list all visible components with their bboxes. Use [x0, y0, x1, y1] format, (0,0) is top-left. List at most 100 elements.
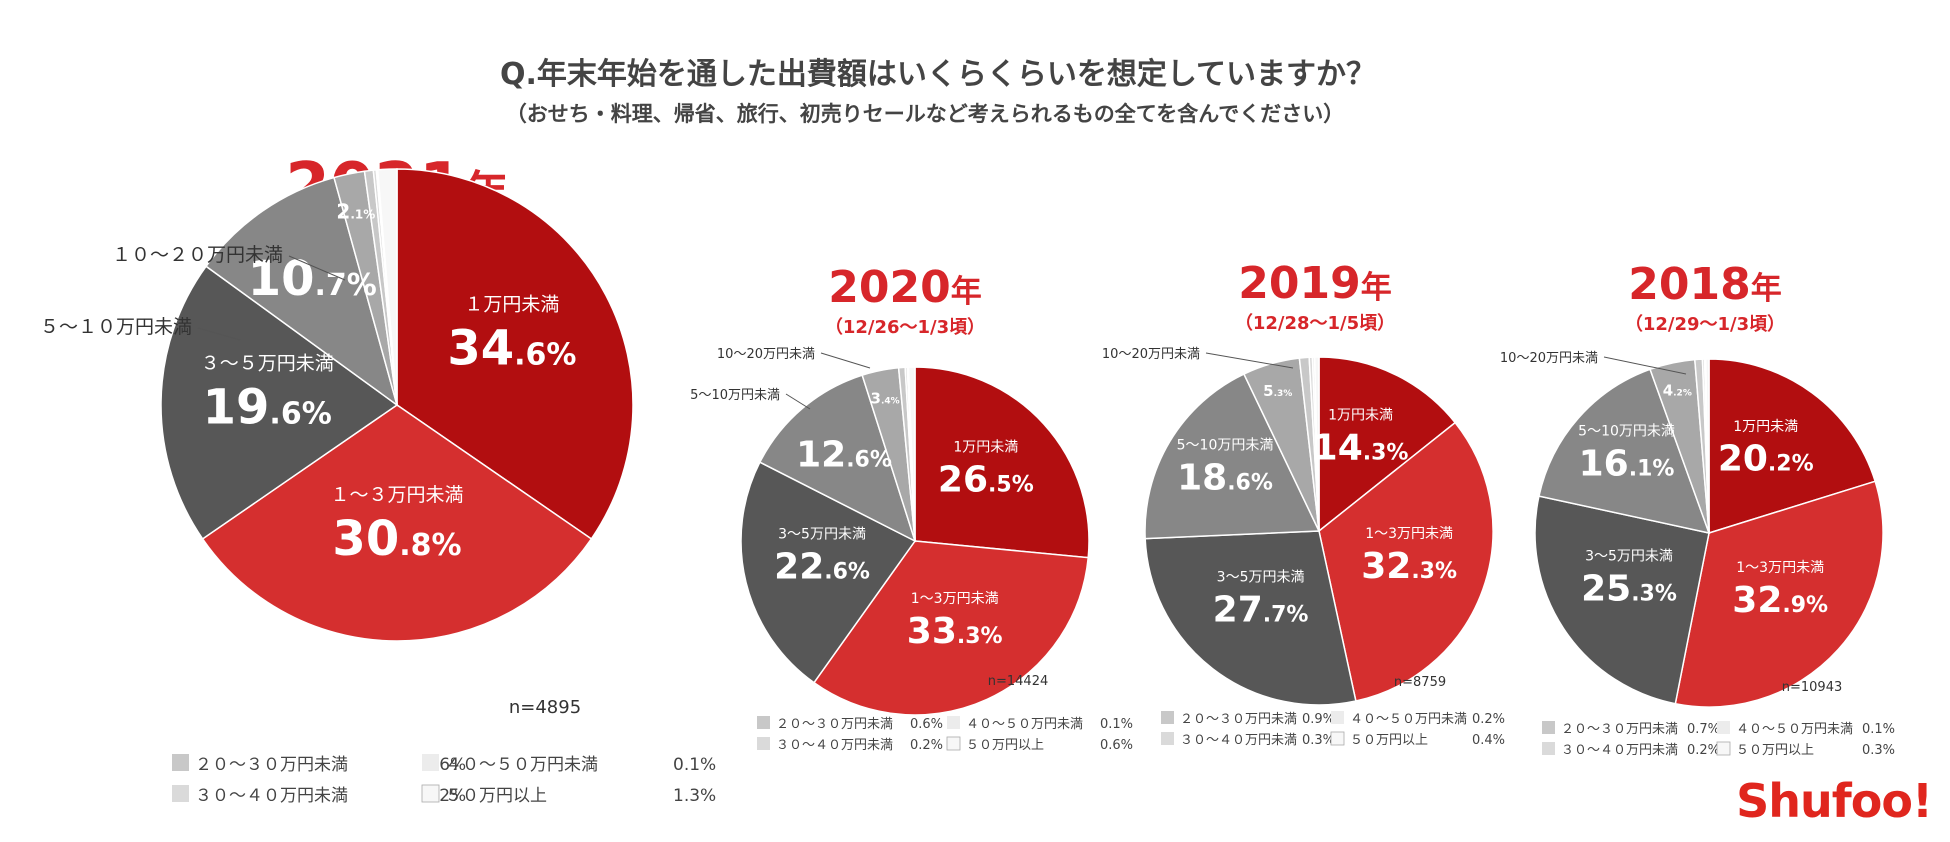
year-suffix: 年	[1751, 271, 1782, 307]
slice-label: １万円未満	[464, 294, 559, 316]
legend-swatch	[1542, 742, 1555, 755]
legend-swatch	[1716, 741, 1731, 756]
period-label: （12/28～1/5頃）	[1235, 313, 1395, 334]
pie-slice-2	[1674, 480, 1884, 708]
legend-swatch	[1331, 711, 1344, 724]
legend-value: 0.1%	[1100, 717, 1133, 732]
legend-label: ３０～４０万円未満	[195, 786, 348, 806]
legend-value: 0.4%	[1472, 733, 1505, 748]
legend-value: 0.3%	[1302, 733, 1335, 748]
legend-label: ３０～４０万円未満	[776, 738, 893, 753]
pie-slice-3	[1144, 530, 1357, 706]
slice-value: 32.3%	[1361, 546, 1457, 587]
callout-label: ５～１０万円未満	[40, 316, 192, 338]
slice-value: 18.6%	[1177, 457, 1273, 498]
year-heading: 2018年	[1628, 259, 1781, 310]
legend-label: ５０万円以上	[1736, 743, 1814, 758]
slice-value: 19.6%	[203, 379, 332, 435]
slice-label: 1万円未満	[1733, 419, 1798, 435]
slice-value: 25.3%	[1581, 568, 1677, 609]
slice-value: 32.9%	[1732, 580, 1828, 621]
legend-swatch	[172, 785, 189, 802]
year-number: 2020	[828, 262, 950, 313]
legend-swatch	[1542, 721, 1555, 734]
callout-label: 10～20万円未満	[717, 347, 815, 362]
slice-value: 10.7%	[248, 251, 377, 307]
legend-label: ２０～３０万円未満	[1561, 722, 1678, 737]
legend-label: ２０～３０万円未満	[195, 755, 348, 775]
slice-label: 1万円未満	[953, 439, 1018, 455]
legend-swatch	[1330, 731, 1345, 746]
pie-slice-4	[1144, 373, 1321, 540]
year-suffix: 年	[1361, 270, 1392, 306]
legend-swatch	[1161, 732, 1174, 745]
pie-slice-9	[1313, 356, 1320, 532]
chart-subtitle: （おせち・料理、帰省、旅行、初売りセールなど考えられるもの全てを含んでください）	[506, 102, 1345, 126]
legend-swatch	[421, 784, 440, 803]
legend-label: ５０万円以上	[1350, 733, 1428, 748]
year-number: 2019	[1238, 258, 1360, 309]
slice-label: 1万円未満	[1328, 408, 1393, 424]
legend-swatch	[172, 754, 189, 771]
legend-label: ４０～５０万円未満	[1350, 712, 1467, 727]
pie-slice-1	[914, 366, 1090, 559]
pie-slice-1	[1318, 356, 1457, 533]
slice-label: 1～3万円未満	[911, 591, 999, 607]
callout-label: １０～２０万円未満	[112, 244, 283, 266]
pie-chart-2021: 2021年（12/26～1/3頃）１万円未満34.6%１～３万円未満30.8%３…	[40, 150, 716, 806]
slice-value: 14.3%	[1313, 428, 1409, 469]
pie-chart-2018: 2018年 （12/29～1/3頃） 1万円未満 20.2% 1～3万円未満 32.9% 3…	[1500, 259, 1895, 758]
slice-label: 3～5万円未満	[1217, 570, 1305, 586]
year-suffix: 年	[951, 274, 982, 310]
slice-label: 1～3万円未満	[1365, 526, 1453, 542]
legend-label: ５０万円以上	[966, 738, 1044, 753]
pie-slice-3	[1534, 495, 1710, 705]
slice-label: 3～5万円未満	[1585, 548, 1673, 564]
callout-leader-line	[820, 352, 871, 369]
slice-value: 33.3%	[907, 611, 1003, 652]
slice-value: 27.7%	[1213, 590, 1309, 631]
legend-value: 0.6%	[1100, 738, 1133, 753]
slice-value: 30.8%	[332, 511, 461, 567]
legend-value: 1.3%	[673, 786, 716, 806]
slice-label: ３～５万円未満	[201, 352, 334, 374]
year-heading: 2020年	[828, 262, 981, 313]
slice-value: 4.2%	[1663, 382, 1692, 400]
pie-slice-9	[907, 366, 916, 542]
period-label: （12/26～1/3頃）	[825, 317, 985, 338]
slice-value: 26.5%	[938, 459, 1034, 500]
legend-swatch	[947, 716, 960, 729]
callout-leader-line	[197, 327, 241, 341]
slice-value: 20.2%	[1718, 439, 1814, 480]
pie-slice-2	[812, 540, 1090, 716]
year-heading: 2019年	[1238, 258, 1391, 309]
slice-label: 3～5万円未満	[778, 527, 866, 543]
legend-value: 0.2%	[1687, 743, 1720, 758]
callout-leader-line	[785, 393, 811, 410]
shufoo-logo: Shufoo!	[1736, 774, 1933, 828]
legend-value: 0.6%	[910, 717, 943, 732]
pie-chart-2019: 2019年 （12/28～1/5頃） 1万円未満 14.3% 1～3万円未満 32.3% 3…	[1102, 258, 1505, 748]
slice-value: 22.6%	[774, 547, 870, 588]
legend-swatch	[1161, 711, 1174, 724]
legend-label: ５０万円以上	[445, 786, 547, 806]
pie-slice-9	[376, 168, 398, 406]
legend-value: 0.9%	[1302, 712, 1335, 727]
legend-value: 0.2%	[1472, 712, 1505, 727]
legend-swatch	[422, 754, 439, 771]
callout-leader-line	[1603, 356, 1687, 375]
sample-size: n=14424	[988, 674, 1049, 689]
slice-value: 2.1%	[336, 199, 375, 223]
sample-size: n=10943	[1782, 680, 1843, 695]
legend-swatch	[757, 716, 770, 729]
legend-value: 0.3%	[1862, 743, 1895, 758]
callout-leader-line	[1205, 352, 1294, 369]
slice-label: 1～3万円未満	[1736, 560, 1824, 576]
slice-value: 12.6%	[796, 434, 892, 475]
year-number: 2018	[1628, 259, 1750, 310]
pie-slice-2	[1318, 421, 1494, 702]
slice-label: 5～10万円未満	[1177, 437, 1274, 453]
pie-slice-9	[1704, 358, 1710, 534]
slice-value: 16.1%	[1579, 444, 1675, 485]
